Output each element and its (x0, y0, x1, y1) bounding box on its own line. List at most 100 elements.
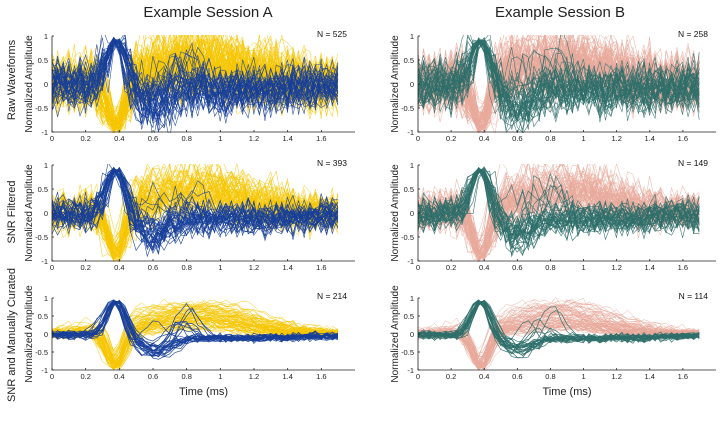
light-waveform (52, 164, 339, 239)
row-label-raw: Raw Waveforms (6, 39, 18, 120)
x-tick-label: 1.4 (645, 134, 655, 143)
x-axis-label: Time (ms) (542, 386, 591, 398)
light-waveform (418, 181, 700, 259)
light-waveform (52, 183, 339, 260)
x-tick-label: 1.6 (316, 372, 326, 381)
x-tick-label: 0.4 (114, 372, 124, 381)
y-tick-label: 0 (44, 209, 48, 218)
x-tick-label: 1 (581, 263, 585, 272)
dark-waveform (418, 39, 700, 123)
x-tick-label: 0.8 (181, 134, 191, 143)
x-tick-label: 1.6 (316, 263, 326, 272)
dark-waveform (52, 41, 338, 117)
panel-session-a-raw: 0 0.2 0.4 0.6 0.8 1 1.2 1.4 1.6 1 0.5 0 -0.5 -1 Normal… (24, 29, 355, 143)
dark-waveform (52, 300, 339, 357)
y-axis-label: Normalized Amplitude (24, 35, 35, 133)
x-tick-label: 1.2 (611, 372, 621, 381)
y-tick-label: 1 (44, 161, 48, 170)
dark-waveform (52, 302, 338, 348)
plot-area (52, 35, 339, 133)
x-tick-label: 0.2 (446, 372, 456, 381)
dark-waveform (418, 300, 700, 349)
x-tick-label: 1.4 (282, 263, 292, 272)
dark-waveform (52, 40, 339, 130)
x-tick-label: 0.2 (80, 372, 90, 381)
x-tick-label: 1 (218, 263, 222, 272)
x-tick-label: 1.6 (678, 263, 688, 272)
x-tick-label: 0.8 (181, 372, 191, 381)
column-title-a: Example Session A (143, 4, 272, 21)
dark-waveform (418, 40, 700, 131)
y-tick-label: -0.5 (401, 348, 414, 357)
x-tick-label: 0.2 (446, 134, 456, 143)
n-count-label: N = 114 (679, 291, 709, 301)
dark-waveform (418, 170, 700, 253)
x-tick-label: 1 (218, 372, 222, 381)
x-tick-label: 0.2 (80, 263, 90, 272)
light-waveform (52, 305, 338, 369)
dark-waveform (52, 43, 339, 112)
light-waveform (418, 325, 700, 369)
y-tick-label: 0.5 (38, 56, 48, 65)
x-tick-label: 1.2 (249, 372, 259, 381)
dark-waveform (418, 37, 700, 120)
x-tick-label: 1.2 (611, 134, 621, 143)
x-tick-label: 1.6 (678, 372, 688, 381)
column-title-b: Example Session B (495, 4, 625, 21)
y-tick-label: 1 (44, 294, 48, 303)
n-count-label: N = 258 (678, 29, 708, 39)
dark-waveform (52, 302, 339, 354)
y-tick-label: 1 (44, 32, 48, 41)
dark-waveform (52, 41, 338, 115)
x-tick-label: 0.4 (479, 134, 489, 143)
y-tick-label: 0.5 (404, 56, 414, 65)
x-tick-label: 1.6 (316, 134, 326, 143)
dark-waveform (418, 35, 700, 118)
x-tick-label: 0 (50, 372, 54, 381)
dark-waveform (418, 40, 700, 106)
y-tick-label: -0.5 (35, 233, 48, 242)
y-axis-label: Normalized Amplitude (390, 35, 401, 133)
dark-waveform (418, 168, 700, 243)
n-count-label: N = 214 (317, 291, 347, 301)
light-waveform (52, 308, 339, 371)
x-tick-label: 0 (416, 134, 420, 143)
n-count-label: N = 393 (317, 158, 347, 168)
y-tick-label: -1 (41, 257, 48, 266)
dark-waveform (418, 35, 700, 122)
light-waveform (52, 316, 338, 370)
dark-waveform (52, 167, 338, 251)
light-waveform (418, 302, 700, 355)
plot-area (52, 298, 339, 371)
dark-waveform (418, 166, 700, 258)
x-tick-label: 0.6 (148, 263, 158, 272)
x-tick-label: 0.6 (512, 134, 522, 143)
row-label-curated: SNR and Manually Curated (6, 268, 18, 402)
x-tick-label: 1.4 (645, 372, 655, 381)
x-tick-label: 0 (50, 263, 54, 272)
n-count-label: N = 525 (317, 29, 347, 39)
y-tick-label: 1 (410, 32, 414, 41)
y-tick-label: -0.5 (35, 348, 48, 357)
x-tick-label: 1.2 (249, 263, 259, 272)
light-waveform (418, 323, 700, 368)
panel-session-a-snr: 0 0.2 0.4 0.6 0.8 1 1.2 1.4 1.6 1 0.5 0 -0.5 -1 Normal… (24, 158, 355, 272)
x-tick-label: 1.4 (282, 372, 292, 381)
y-tick-label: -1 (407, 128, 414, 137)
y-axis-label: Normalized Amplitude (24, 164, 35, 262)
y-tick-label: -0.5 (401, 233, 414, 242)
x-tick-label: 0.6 (148, 134, 158, 143)
dark-waveform (418, 170, 700, 231)
dark-waveform (52, 41, 338, 124)
y-tick-label: 1 (410, 161, 414, 170)
x-tick-label: 0.6 (148, 372, 158, 381)
x-tick-label: 0.8 (545, 134, 555, 143)
panel-session-b-raw: 0 0.2 0.4 0.6 0.8 1 1.2 1.4 1.6 1 0.5 0 -0.5 -1 Normal… (390, 29, 716, 143)
y-tick-label: -0.5 (35, 104, 48, 113)
y-tick-label: -1 (407, 366, 414, 375)
x-tick-label: 0.4 (479, 263, 489, 272)
x-tick-label: 0 (50, 134, 54, 143)
y-tick-label: 0 (410, 209, 414, 218)
dark-waveform (418, 299, 700, 359)
dark-waveform (418, 41, 700, 123)
